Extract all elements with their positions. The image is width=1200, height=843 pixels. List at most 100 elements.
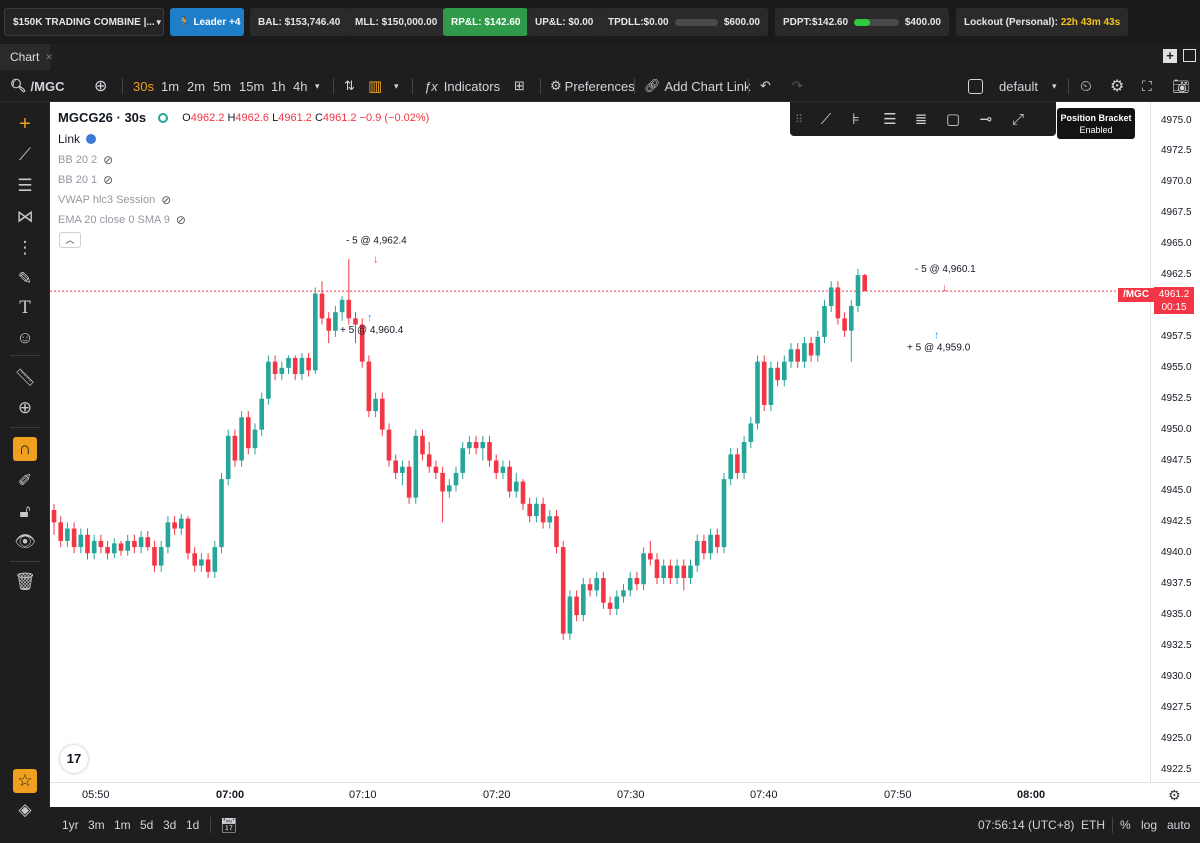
quick-search-icon[interactable]: ⏲ bbox=[1080, 77, 1092, 95]
pattern-icon[interactable]: ⋈ bbox=[16, 207, 34, 226]
time-scale-settings-icon[interactable]: ⚙ bbox=[1168, 787, 1181, 803]
candle-body bbox=[654, 559, 660, 578]
eye-hidden-icon[interactable]: ⊘ bbox=[103, 153, 114, 167]
candle-body bbox=[420, 435, 425, 455]
range-5d[interactable]: 5d bbox=[140, 818, 154, 832]
emoji-icon[interactable]: ☺ bbox=[16, 328, 34, 347]
trash-icon[interactable]: 🗑︎ bbox=[14, 572, 36, 591]
pitchfork-icon[interactable]: ⊧ bbox=[852, 111, 860, 128]
undo-icon[interactable]: ↶ bbox=[760, 78, 771, 93]
interval-15m[interactable]: 15m bbox=[239, 78, 265, 94]
measure-tool-icon[interactable]: ⤢ bbox=[1011, 110, 1024, 128]
tab-chart[interactable]: Chart ✕ bbox=[0, 44, 53, 70]
add-chart-link-button[interactable]: 🔗︎ Add Chart Link bbox=[644, 70, 751, 102]
percent-scale-toggle[interactable]: % bbox=[1120, 818, 1131, 832]
candle-body bbox=[85, 534, 90, 554]
settings-icon[interactable]: ⚙ bbox=[1110, 78, 1125, 95]
price-tick-label: 4935.0 bbox=[1161, 609, 1192, 621]
tradingview-logo[interactable]: 17 bbox=[60, 745, 88, 773]
bar-countdown: 00:15 bbox=[1161, 302, 1187, 313]
interval-1m[interactable]: 1m bbox=[161, 78, 180, 94]
indicator-bb-20-2[interactable]: BB 20 2 ⊘ bbox=[58, 153, 113, 167]
close-icon[interactable]: ✕ bbox=[45, 51, 53, 62]
symbol-search[interactable]: 🔍︎/MGC bbox=[10, 70, 64, 102]
horizontal-ray-icon[interactable]: ⊸ bbox=[979, 111, 993, 128]
compare-symbol-icon[interactable]: ⊕ bbox=[94, 78, 108, 95]
chevron-down-icon[interactable]: ▾ bbox=[315, 80, 320, 91]
lock-pencil-icon[interactable]: ✐ bbox=[17, 471, 33, 490]
candle-body bbox=[313, 293, 318, 371]
chart-pane[interactable]: - 5 @ 4,962.4 ↓ + 5 @ 4,960.4 ↑ - 5 @ 4,960.… bbox=[50, 102, 1150, 782]
range-1m[interactable]: 1m bbox=[114, 818, 131, 832]
zoom-in-icon[interactable]: ⊕ bbox=[17, 398, 33, 417]
time-scale[interactable]: ⚙ 05:50 07:00 07:10 07:20 07:30 07:40 07:50 08:… bbox=[50, 782, 1200, 807]
fib-tool-icon[interactable]: ≣ bbox=[914, 111, 928, 128]
maximize-icon[interactable] bbox=[1183, 49, 1196, 62]
candles-icon[interactable]: ▥ bbox=[368, 78, 383, 95]
layout-selector[interactable]: default ▾ bbox=[999, 70, 1057, 102]
line-tool-icon[interactable]: ⟋ bbox=[820, 110, 832, 128]
eye-hidden-icon[interactable]: ⊘ bbox=[103, 173, 114, 187]
indicator-ema[interactable]: EMA 20 close 0 SMA 9 ⊘ bbox=[58, 213, 186, 227]
eye-hidden-icon[interactable]: ⊘ bbox=[175, 213, 186, 227]
leader-button[interactable]: 🏃 Leader +4 bbox=[170, 8, 244, 36]
range-3d[interactable]: 3d bbox=[163, 818, 177, 832]
range-3m[interactable]: 3m bbox=[88, 818, 105, 832]
price-tick-label: 4947.5 bbox=[1161, 454, 1192, 466]
interval-2m[interactable]: 2m bbox=[187, 78, 206, 94]
interval-1h[interactable]: 1h bbox=[271, 78, 286, 94]
rectangle-tool-icon[interactable]: ▢ bbox=[945, 111, 961, 128]
crosshair-icon[interactable]: + bbox=[19, 112, 31, 135]
trend-line-icon[interactable]: ⟋ bbox=[19, 145, 31, 164]
change-value: −0.9 (−0.02%) bbox=[359, 111, 430, 124]
candle-body bbox=[252, 429, 258, 449]
redo-icon[interactable]: ↷ bbox=[792, 78, 803, 93]
camera-icon[interactable]: 📷︎ bbox=[1172, 77, 1190, 94]
preferences-button[interactable]: ⚙ Preferences bbox=[550, 70, 635, 102]
bar-type-icon[interactable]: ⇅ bbox=[344, 78, 355, 93]
drag-handle-icon[interactable]: ⠿ bbox=[794, 113, 804, 126]
brush-icon[interactable]: ✎ bbox=[17, 269, 33, 288]
layout-checkbox[interactable] bbox=[968, 70, 983, 102]
position-bracket-badge[interactable]: Position Bracket Enabled bbox=[1057, 108, 1135, 139]
session-toggle[interactable]: ETH bbox=[1081, 818, 1105, 832]
candle-body bbox=[78, 534, 84, 548]
templates-icon[interactable]: ⊞ bbox=[514, 78, 525, 93]
log-scale-toggle[interactable]: log bbox=[1141, 818, 1158, 832]
range-1yr[interactable]: 1yr bbox=[62, 818, 79, 832]
indicator-vwap[interactable]: VWAP hlc3 Session ⊘ bbox=[58, 193, 171, 207]
interval-30s[interactable]: 30s bbox=[133, 78, 154, 94]
magnet-icon[interactable]: ∩ bbox=[13, 437, 37, 461]
symbol-title[interactable]: MGCG26 · 30s bbox=[58, 110, 147, 125]
eye-icon[interactable]: 👁︎ bbox=[14, 532, 36, 551]
clock-display[interactable]: 07:56:14 (UTC+8) bbox=[978, 818, 1075, 832]
chevron-down-icon[interactable]: ▾ bbox=[394, 80, 399, 91]
layers-icon[interactable]: ◈ bbox=[18, 800, 32, 819]
ruler-icon[interactable]: 📏︎ bbox=[14, 368, 36, 387]
favorites-star-icon[interactable]: ☆ bbox=[13, 769, 37, 793]
collapse-legend-button[interactable]: ︿ bbox=[59, 232, 81, 248]
fullscreen-icon[interactable]: ⛶ bbox=[1142, 77, 1152, 94]
auto-scale-toggle[interactable]: auto bbox=[1167, 818, 1191, 832]
interval-4h[interactable]: 4h bbox=[293, 78, 308, 94]
range-1d[interactable]: 1d bbox=[186, 818, 200, 832]
pdpt-badge: PDPT:$142.60 $400.00 bbox=[775, 8, 949, 36]
account-selector[interactable]: $150K TRADING COMBINE |... ▼ bbox=[4, 8, 164, 36]
link-row[interactable]: Link bbox=[58, 132, 97, 146]
date-range-icon[interactable]: 📅︎ bbox=[220, 816, 238, 833]
prediction-icon[interactable]: ⋮ bbox=[16, 238, 34, 257]
preferences-label: Preferences bbox=[564, 78, 635, 94]
add-panel-icon[interactable]: + bbox=[1163, 49, 1177, 63]
candle-body bbox=[748, 423, 754, 442]
fib-retracement-icon[interactable]: ☰ bbox=[17, 176, 33, 195]
candlestick-chart[interactable]: - 5 @ 4,962.4↓+ 5 @ 4,960.4↑- 5 @ 4,960.… bbox=[50, 102, 1150, 782]
interval-5m[interactable]: 5m bbox=[213, 78, 232, 94]
parallel-channel-icon[interactable]: ☰ bbox=[883, 111, 897, 128]
eye-hidden-icon[interactable]: ⊘ bbox=[161, 193, 172, 207]
indicators-label: Indicators bbox=[443, 78, 501, 94]
price-scale[interactable]: 4975.04972.54970.04967.54965.04962.54960… bbox=[1150, 102, 1200, 782]
lock-icon[interactable]: 🔓︎ bbox=[19, 502, 31, 521]
text-icon[interactable]: T bbox=[19, 298, 31, 318]
indicator-bb-20-1[interactable]: BB 20 1 ⊘ bbox=[58, 173, 113, 187]
indicators-button[interactable]: ƒx Indicators bbox=[424, 70, 500, 102]
